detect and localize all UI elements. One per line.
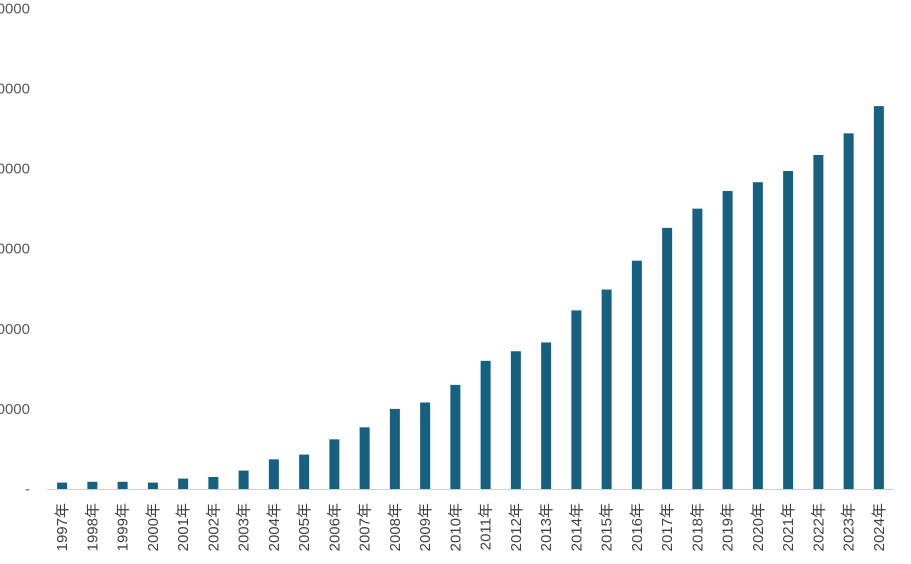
x-tick-label: 2015年 [599, 503, 616, 551]
bar [87, 481, 98, 489]
x-tick-label: 2019年 [720, 503, 737, 551]
x-tick-label: 2022年 [810, 503, 827, 551]
bar [843, 133, 854, 489]
x-tick-label: 2012年 [508, 503, 525, 551]
x-tick-label: 2008年 [387, 503, 404, 551]
bar [692, 208, 703, 489]
x-tick-label: 2009年 [417, 503, 434, 551]
bar [601, 289, 612, 489]
x-tick-label: 2021年 [780, 503, 797, 551]
y-tick-label: 0000 [0, 161, 30, 178]
bar [389, 408, 400, 489]
x-tick-label: 2001年 [175, 503, 192, 551]
bars [57, 106, 884, 490]
x-tick-label: 2010年 [447, 503, 464, 551]
bar [510, 351, 521, 489]
x-tick-label: 2020年 [750, 503, 767, 551]
x-tick-label: 2004年 [266, 503, 283, 551]
bar [541, 342, 552, 489]
bar [359, 427, 370, 489]
x-tick-label: 2013年 [538, 503, 555, 551]
y-tick-label: 0000 [0, 0, 30, 17]
x-tick-label: 2005年 [296, 503, 313, 551]
bar [117, 481, 128, 489]
y-axis: - 0000 0000 0000 0000 0000 0000 [0, 0, 30, 498]
x-axis: 1997年 1998年 1999年 2000年 2001年 2002年 2003年 2004年… [54, 503, 888, 551]
bar [147, 482, 158, 489]
x-tick-label: 2023年 [841, 503, 858, 551]
bar [571, 310, 582, 489]
bar [662, 227, 673, 489]
x-tick-label: 2002年 [205, 503, 222, 551]
bar [57, 482, 68, 489]
bar [238, 470, 249, 489]
x-tick-label: 2003年 [236, 503, 253, 551]
y-tick-label: - [25, 481, 30, 498]
bar [178, 478, 189, 489]
x-tick-label: 2017年 [659, 503, 676, 551]
bar [299, 454, 310, 489]
bar [329, 439, 340, 489]
bar [631, 260, 642, 489]
x-tick-label: 2000年 [145, 503, 162, 551]
x-tick-label: 2007年 [357, 503, 374, 551]
x-tick-label: 1999年 [115, 503, 132, 551]
bar [480, 360, 491, 489]
y-tick-label: 0000 [0, 401, 30, 418]
bar [813, 154, 824, 489]
bar [268, 459, 279, 489]
y-tick-label: 0000 [0, 241, 30, 258]
bar [450, 384, 461, 489]
bar [208, 476, 219, 489]
bar [873, 106, 884, 489]
x-tick-label: 2018年 [689, 503, 706, 551]
x-tick-label: 2006年 [326, 503, 343, 551]
bar [752, 182, 763, 490]
bar [722, 191, 733, 489]
x-tick-label: 1997年 [54, 503, 71, 551]
bar [420, 402, 431, 489]
bar [783, 171, 794, 490]
x-tick-label: 1998年 [84, 503, 101, 551]
y-tick-label: 0000 [0, 81, 30, 98]
x-tick-label: 2011年 [478, 503, 495, 550]
x-tick-label: 2024年 [871, 503, 888, 551]
y-tick-label: 0000 [0, 321, 30, 338]
x-tick-label: 2014年 [568, 503, 585, 551]
x-tick-label: 2016年 [629, 503, 646, 551]
